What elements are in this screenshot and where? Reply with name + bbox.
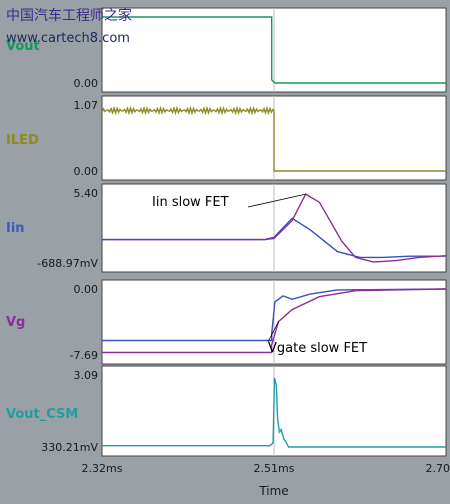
y-tick-bottom-iin: -688.97mV [37, 257, 98, 270]
watermark-site-url: www.cartech8.com [6, 31, 130, 46]
panels-layer: 0.00 Vout 1.07 0.00 ILED 5.40 -688.97mV Iin Iin … [6, 7, 447, 457]
x-axis-title: Time [258, 484, 288, 498]
panel-vout_csm: 3.09 330.21mV Vout_CSM [6, 365, 447, 457]
x-tick-2: 2.70ms [426, 462, 450, 475]
y-tick-top-iled: 1.07 [74, 99, 99, 112]
y-tick-top-vg: 0.00 [74, 283, 99, 296]
panel-label-vg: Vg [6, 315, 25, 330]
annotation-iin: Iin slow FET [152, 195, 229, 210]
y-tick-bottom-vout: 0.00 [74, 77, 99, 90]
y-tick-bottom-vg: -7.69 [70, 349, 98, 362]
y-tick-bottom-iled: 0.00 [74, 165, 99, 178]
annotation-leader-iin [247, 193, 306, 208]
panel-vg: 0.00 -7.69 Vg Vgate slow FET [6, 279, 447, 365]
series-vout-0 [102, 16, 446, 84]
panel-label-vout_csm: Vout_CSM [6, 407, 78, 422]
watermark-site-name: 中国汽车工程师之家 [6, 7, 132, 24]
series-vout_csm-0 [102, 377, 446, 448]
panel-label-iin: Iin [6, 221, 25, 236]
x-tick-0: 2.32ms [82, 462, 123, 475]
watermark: 中国汽车工程师之家 www.cartech8.com [6, 7, 132, 46]
annotation-leader-vg [267, 321, 279, 343]
series-iled-0 [101, 105, 446, 172]
x-tick-1: 2.51ms [254, 462, 295, 475]
y-tick-bottom-vout_csm: 330.21mV [41, 441, 98, 454]
series-iin-iin_slow [102, 193, 447, 263]
panel-iin: 5.40 -688.97mV Iin Iin slow FET [6, 183, 447, 273]
panel-label-vout: Vout [6, 39, 40, 54]
series-vg-vg_fast [102, 288, 447, 342]
panel-vout: 0.00 Vout [6, 7, 447, 93]
panel-iled: 1.07 0.00 ILED [6, 95, 447, 181]
panel-label-iled: ILED [6, 133, 39, 148]
x-axis: 2.32ms 2.51ms 2.70ms Time [82, 462, 450, 498]
series-vg-vg_slow [102, 288, 447, 354]
annotation-vg: Vgate slow FET [268, 341, 367, 356]
y-tick-top-vout_csm: 3.09 [74, 369, 99, 382]
y-tick-top-iin: 5.40 [74, 187, 99, 200]
